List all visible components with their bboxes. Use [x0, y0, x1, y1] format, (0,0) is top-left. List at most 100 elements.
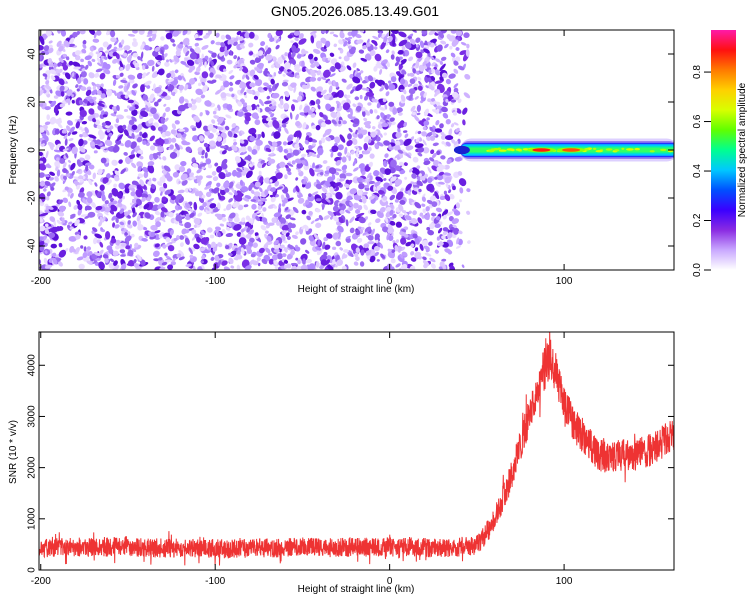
noise-blob-2991: [141, 72, 147, 79]
noise-blob-2279: [325, 30, 329, 34]
noise-blob-3456: [173, 237, 178, 242]
noise-blob-1136: [195, 97, 202, 103]
noise-blob-691: [425, 206, 430, 212]
noise-blob-3361: [217, 119, 224, 125]
noise-blob-3344: [237, 101, 243, 107]
noise-blob-2078: [375, 176, 384, 183]
noise-blob-681: [45, 70, 51, 76]
noise-blob-3378: [124, 211, 129, 217]
noise-blob-2859: [376, 185, 381, 191]
noise-blob-284: [372, 35, 379, 40]
noise-blob-2945: [115, 75, 121, 79]
noise-blob-1767: [412, 156, 419, 163]
noise-blob-2320: [132, 38, 137, 42]
noise-blob-2990: [96, 191, 102, 198]
noise-blob-3496: [326, 233, 333, 239]
noise-blob-466: [299, 104, 303, 111]
noise-blob-2093: [211, 119, 216, 124]
noise-blob-757: [151, 71, 159, 79]
noise-blob-592: [162, 112, 166, 118]
noise-blob-776: [221, 213, 226, 218]
noise-blob-2486: [336, 177, 341, 184]
noise-blob-1073: [104, 200, 109, 205]
noise-blob-2086: [281, 54, 286, 61]
noise-blob-2625: [46, 74, 51, 81]
noise-blob-1586: [319, 180, 326, 186]
noise-blob-245: [45, 129, 50, 136]
noise-blob-3307: [422, 208, 426, 214]
noise-blob-1770: [109, 198, 115, 203]
noise-blob-2907: [233, 224, 242, 231]
noise-blob-1866: [150, 125, 156, 131]
noise-blob-2952: [114, 176, 120, 182]
noise-blob-3267: [67, 132, 71, 136]
noise-blob-1545: [80, 70, 87, 78]
noise-blob-3217: [69, 226, 74, 230]
noise-blob-2402: [338, 120, 342, 125]
noise-blob-755: [99, 98, 103, 101]
noise-blob-3304: [273, 239, 279, 246]
noise-blob-2382: [102, 216, 106, 223]
noise-blob-3430: [283, 148, 289, 154]
noise-blob-3410: [57, 72, 61, 77]
noise-blob-3271: [352, 202, 359, 209]
noise-blob-3053: [412, 233, 418, 239]
noise-blob-1976: [128, 186, 136, 192]
track-fleck-7: [498, 149, 507, 152]
noise-blob-2127: [441, 141, 445, 145]
noise-blob-822: [417, 152, 423, 157]
noise-blob-373: [49, 116, 57, 125]
noise-blob-2630: [147, 161, 155, 166]
noise-blob-1889: [124, 188, 130, 194]
noise-blob-2981: [383, 35, 388, 44]
noise-blob-3072: [329, 52, 335, 57]
noise-blob-2314: [362, 45, 367, 50]
noise-blob-2134: [177, 75, 183, 81]
noise-blob-3030: [201, 264, 205, 270]
noise-blob-3212: [94, 233, 103, 239]
noise-blob-2021: [58, 78, 65, 86]
noise-blob-2976: [240, 146, 247, 153]
noise-blob-1763: [423, 120, 430, 126]
noise-blob-1805: [239, 179, 244, 186]
noise-blob-3113: [185, 263, 192, 267]
noise-blob-2708: [415, 60, 420, 69]
noise-blob-1532: [382, 226, 389, 233]
noise-blob-3086: [112, 145, 120, 153]
noise-blob-2814: [357, 153, 364, 159]
noise-blob-1924: [297, 259, 301, 265]
noise-blob-1845: [347, 114, 353, 120]
noise-blob-2122: [241, 247, 245, 255]
noise-blob-2679: [91, 227, 98, 233]
track-fleck-35: [595, 150, 603, 153]
noise-blob-3258: [194, 42, 199, 47]
noise-blob-2854: [73, 66, 81, 70]
noise-blob-2969: [310, 100, 316, 106]
noise-blob-1447: [405, 241, 412, 247]
noise-blob-3368: [120, 242, 127, 247]
noise-blob-2230: [184, 202, 191, 209]
noise-blob-3465: [240, 228, 245, 233]
noise-blob-1595: [444, 176, 452, 184]
noise-blob-2032: [321, 193, 327, 199]
noise-blob-582: [374, 245, 380, 252]
noise-blob-3193: [374, 181, 381, 187]
noise-blob-3057: [177, 189, 185, 194]
noise-blob-2547: [295, 257, 299, 261]
noise-blob-2683: [447, 232, 453, 239]
noise-blob-2924: [220, 42, 226, 48]
noise-blob-3313: [77, 192, 85, 198]
noise-blob-2411: [185, 229, 190, 234]
noise-blob-3484: [182, 30, 188, 36]
noise-blob-3298: [217, 231, 221, 238]
noise-blob-982: [418, 173, 422, 177]
noise-blob-3439: [435, 216, 441, 221]
noise-blob-50: [197, 266, 204, 270]
noise-blob-2906: [197, 82, 202, 87]
noise-blob-3242: [448, 189, 452, 194]
chart-title: GN05.2026.085.13.49.G01: [271, 3, 439, 19]
noise-blob-3005: [401, 210, 407, 214]
noise-blob-3099: [309, 167, 315, 177]
noise-blob-149: [374, 251, 379, 257]
